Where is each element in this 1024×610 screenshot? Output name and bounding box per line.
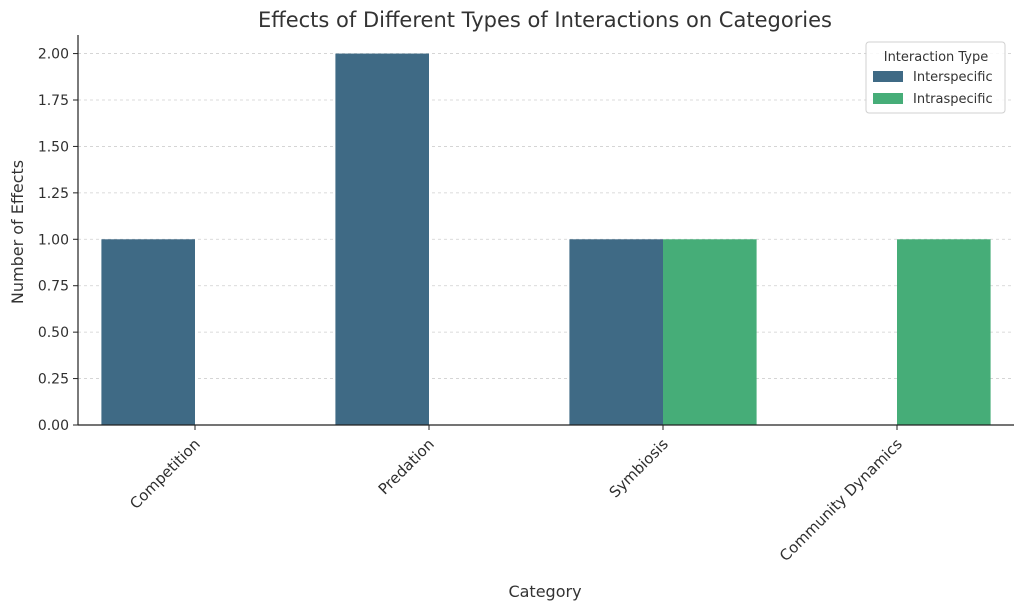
x-tick-label: Symbiosis [606, 435, 672, 501]
bar-intraspecific-symbiosis [663, 239, 757, 425]
y-tick-label: 0.75 [38, 279, 69, 295]
y-tick-label: 1.50 [38, 139, 69, 155]
axes [73, 35, 1014, 430]
y-tick-label: 1.75 [38, 93, 69, 109]
bars [101, 53, 991, 425]
legend-swatch-intraspecific [873, 93, 903, 104]
bar-interspecific-symbiosis [569, 239, 663, 425]
legend-label-interspecific: Interspecific [913, 70, 993, 85]
y-tick-label: 1.00 [38, 232, 69, 248]
chart-title: Effects of Different Types of Interactio… [258, 8, 832, 32]
x-tick-label: Competition [126, 435, 204, 513]
y-axis-label: Number of Effects [8, 160, 27, 304]
x-axis-label: Category [508, 582, 581, 601]
bar-interspecific-predation [335, 53, 429, 425]
legend-swatch-interspecific [873, 71, 903, 82]
y-tick-label: 0.00 [38, 418, 69, 434]
x-tick-label: Predation [375, 435, 438, 498]
y-tick-label: 0.50 [38, 325, 69, 341]
bar-intraspecific-community-dynamics [897, 239, 991, 425]
y-tick-label: 2.00 [38, 47, 69, 63]
legend-title: Interaction Type [884, 50, 989, 65]
legend-label-intraspecific: Intraspecific [913, 92, 993, 107]
grid-lines [78, 53, 1014, 379]
legend: Interaction Type Interspecific Intraspec… [865, 41, 1006, 114]
bar-interspecific-competition [101, 239, 195, 425]
y-tick-label: 0.25 [38, 372, 69, 388]
y-tick-label: 1.25 [38, 186, 69, 202]
x-tick-label: Community Dynamics [776, 435, 906, 565]
